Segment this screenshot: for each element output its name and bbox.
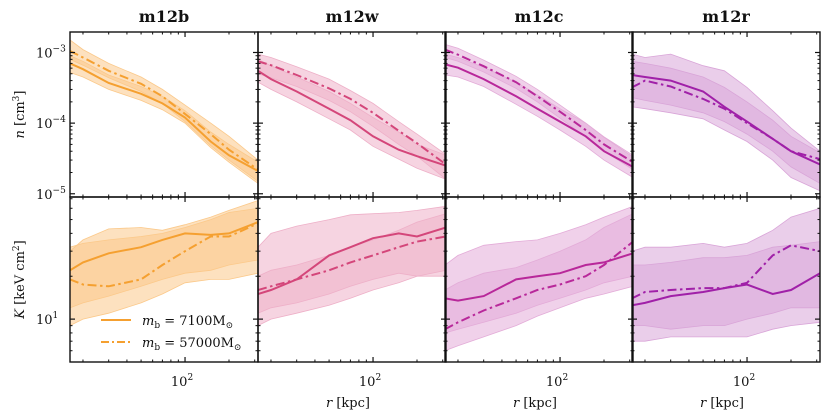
frames-layer	[69, 31, 821, 363]
x-axis-label: r [kpc]	[700, 396, 744, 411]
x-axis-label: r [kpc]	[513, 396, 557, 411]
m12c-K-dash-band	[445, 213, 633, 352]
x-axis-label: r [kpc]	[326, 396, 370, 411]
m12w-n-dashdot-line	[258, 60, 446, 166]
axes-frame-m12b-n	[69, 31, 259, 198]
m12c-n-dashdot-line	[445, 48, 633, 164]
panel-title-m12b: m12b	[139, 7, 189, 26]
m12b-n-dashdot-line	[70, 50, 258, 171]
panel-title-m12c: m12c	[515, 7, 564, 26]
m12r-n-dashdot-line	[632, 79, 820, 161]
m12w-n-dash-band	[258, 53, 446, 180]
ticks-layer	[70, 32, 820, 363]
axes-frame-m12w-K	[257, 196, 447, 363]
legend: mb = 7100M⊙ mb = 57000M⊙	[101, 314, 241, 353]
m12b-K-solid-line	[70, 221, 258, 272]
m12b-K-dashdot-line	[70, 222, 258, 288]
m12r-K-dashdot-line	[632, 244, 820, 300]
panel-title-m12w: m12w	[326, 7, 380, 26]
panel-title-m12r: m12r	[702, 7, 750, 26]
axes-frame-m12c-K	[444, 196, 634, 363]
x-tick-label: 102	[546, 373, 568, 390]
m12c-n-dash-band	[445, 43, 633, 171]
m12w-K-dashdot-line	[258, 235, 446, 291]
y-axis-label-n: n [cm3]	[12, 90, 28, 138]
m12c-K-dashdot-line	[445, 240, 633, 331]
y-tick-label: 101	[36, 311, 58, 328]
legend-dashdot-label: mb = 57000M⊙	[142, 336, 241, 353]
legend-solid-label: mb = 7100M⊙	[142, 314, 233, 331]
m12r-n-dash-band	[632, 53, 820, 192]
y-tick-label: 10−5	[36, 186, 66, 203]
m12w-K-solid-line	[258, 226, 446, 295]
m12c-n-solid-band	[445, 53, 633, 178]
m12c-K-solid-line	[445, 252, 633, 302]
y-tick-label: 10−4	[36, 115, 66, 132]
m12b-n-solid-band	[70, 55, 258, 184]
text-layer: m12b 102 m12w 102 r [kpc] m12c 102 r [kpc] m12r 1…	[12, 7, 755, 411]
y-axis-label-K: K [keV cm2]	[12, 240, 28, 319]
lines-layer	[70, 48, 820, 331]
x-tick-label: 102	[733, 373, 755, 390]
legend-dashdot-value: = 57000M	[160, 336, 234, 351]
m12r-K-dash-band	[632, 207, 820, 330]
m12w-n-solid-line	[258, 69, 446, 167]
axes-frame-m12r-K	[631, 196, 821, 363]
m12b-n-dash-band	[70, 39, 258, 182]
m12b-n-solid-line	[70, 62, 258, 172]
y-tick-label: 10−3	[36, 44, 66, 61]
m12c-n-solid-line	[445, 63, 633, 168]
x-tick-label: 102	[171, 373, 193, 390]
x-tick-label: 102	[359, 373, 381, 390]
m12b-K-dash-band	[70, 207, 258, 327]
legend-solid-value: = 7100M	[160, 314, 226, 329]
